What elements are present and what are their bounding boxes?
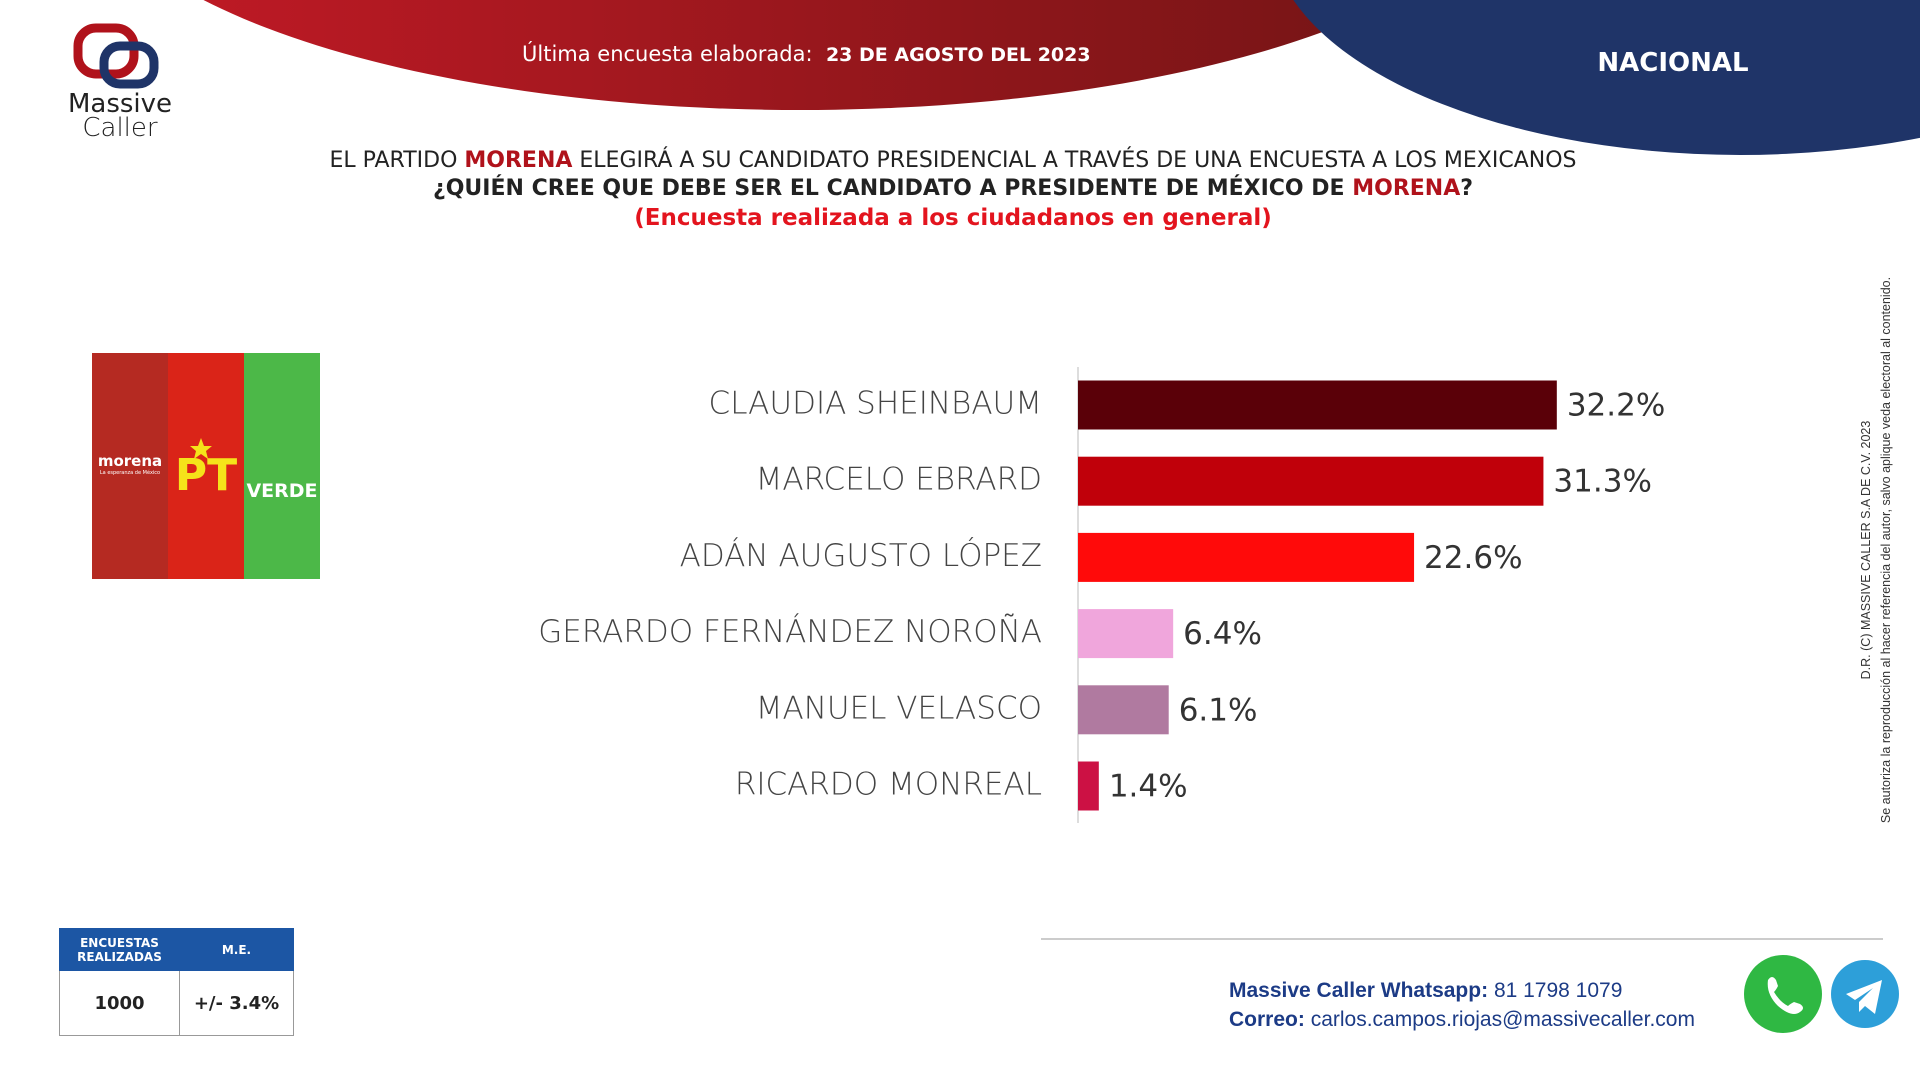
- morena-stripe: [92, 353, 168, 579]
- value-label: 6.1%: [1179, 692, 1258, 728]
- copyright-line: D.R. (C) MASSIVE CALLER S.A DE C.V. 2023: [1859, 420, 1873, 680]
- value-label: 22.6%: [1424, 540, 1522, 576]
- copyright-line: Se autoriza la reproducción al hacer ref…: [1879, 276, 1893, 824]
- header-navy-shape: [1293, 0, 1920, 155]
- verde-stripe: [244, 353, 320, 579]
- pt-stripe: [168, 353, 244, 579]
- whatsapp-glyph: [1767, 977, 1803, 1014]
- category-label: ADÁN AUGUSTO LÓPEZ: [680, 537, 1042, 574]
- value-label: 31.3%: [1553, 464, 1651, 500]
- note: (Encuesta realizada a los ciudadanos en …: [634, 205, 1272, 231]
- verde-logo: VERDE: [246, 480, 318, 502]
- whatsapp-icon: [1744, 955, 1822, 1033]
- logo-icon: [73, 23, 159, 89]
- survey-label: Última encuesta elaborada:: [522, 42, 813, 66]
- category-label: RICARDO MONREAL: [735, 767, 1042, 803]
- morena-tagline: La esperanza de México: [99, 470, 161, 476]
- sample-table: ENCUESTAS REALIZADAS M.E. 1000 +/- 3.4%: [59, 928, 294, 1036]
- party: MORENA: [1352, 176, 1461, 201]
- category-label: GERARDO FERNÁNDEZ NOROÑA: [538, 613, 1042, 650]
- logo-text: Massive Caller: [60, 89, 180, 143]
- telegram-icon: [1831, 960, 1899, 1028]
- morena-logo: morena La esperanza de México: [92, 452, 168, 476]
- telegram-glyph: [1846, 980, 1882, 1014]
- bar: [1078, 456, 1544, 506]
- whatsapp-label: Massive Caller Whatsapp:: [1229, 979, 1489, 1002]
- scope: NACIONAL: [1597, 48, 1749, 78]
- email: carlos.campos.riojas@massivecaller.com: [1310, 1008, 1695, 1031]
- table-cell: +/- 3.4%: [179, 970, 294, 1036]
- survey-date: Última encuesta elaborada: 23 DE AGOSTO …: [522, 42, 1091, 66]
- text: EL PARTIDO: [329, 148, 465, 173]
- logo-line: Massive: [67, 89, 173, 119]
- survey-date-value: 23 DE AGOSTO DEL 2023: [825, 44, 1091, 66]
- value-label: 6.4%: [1183, 616, 1262, 652]
- bar: [1078, 685, 1169, 735]
- text: ¿QUIÉN CREE QUE DEBE SER EL CANDIDATO A …: [432, 176, 1353, 201]
- bar: [1078, 609, 1174, 659]
- bar: [1078, 532, 1415, 582]
- text: ELEGIRÁ A SU CANDIDATO PRESIDENCIAL A TR…: [572, 148, 1577, 173]
- question: ¿QUIÉN CREE QUE DEBE SER EL CANDIDATO A …: [0, 176, 1906, 201]
- text: ?: [1460, 176, 1474, 201]
- table-header: ENCUESTAS REALIZADAS: [59, 928, 180, 971]
- table-header: M.E.: [179, 928, 294, 971]
- value-label: 1.4%: [1109, 769, 1188, 805]
- bar: [1078, 380, 1557, 430]
- category-label: MANUEL VELASCO: [756, 690, 1042, 726]
- logo-line: Caller: [82, 113, 158, 143]
- category-label: MARCELO EBRARD: [756, 462, 1042, 498]
- pt-logo: PT: [174, 450, 238, 501]
- email-label: Correo:: [1229, 1008, 1305, 1031]
- party: MORENA: [464, 148, 573, 173]
- pt-star: [190, 438, 212, 459]
- whatsapp: 81 1798 1079: [1493, 979, 1623, 1002]
- bar: [1078, 761, 1099, 811]
- contact: Massive Caller Whatsapp: 81 1798 1079 Co…: [1229, 976, 1695, 1034]
- category-label: CLAUDIA SHEINBAUM: [709, 386, 1042, 422]
- intro: EL PARTIDO MORENA ELEGIRÁ A SU CANDIDATO…: [0, 148, 1906, 173]
- copyright: D.R. (C) MASSIVE CALLER S.A DE C.V. 2023…: [1856, 200, 1896, 900]
- table-cell: 1000: [59, 970, 180, 1036]
- header-red-shape: [203, 0, 1397, 110]
- morena-text: morena: [97, 452, 163, 470]
- value-label: 32.2%: [1567, 388, 1665, 424]
